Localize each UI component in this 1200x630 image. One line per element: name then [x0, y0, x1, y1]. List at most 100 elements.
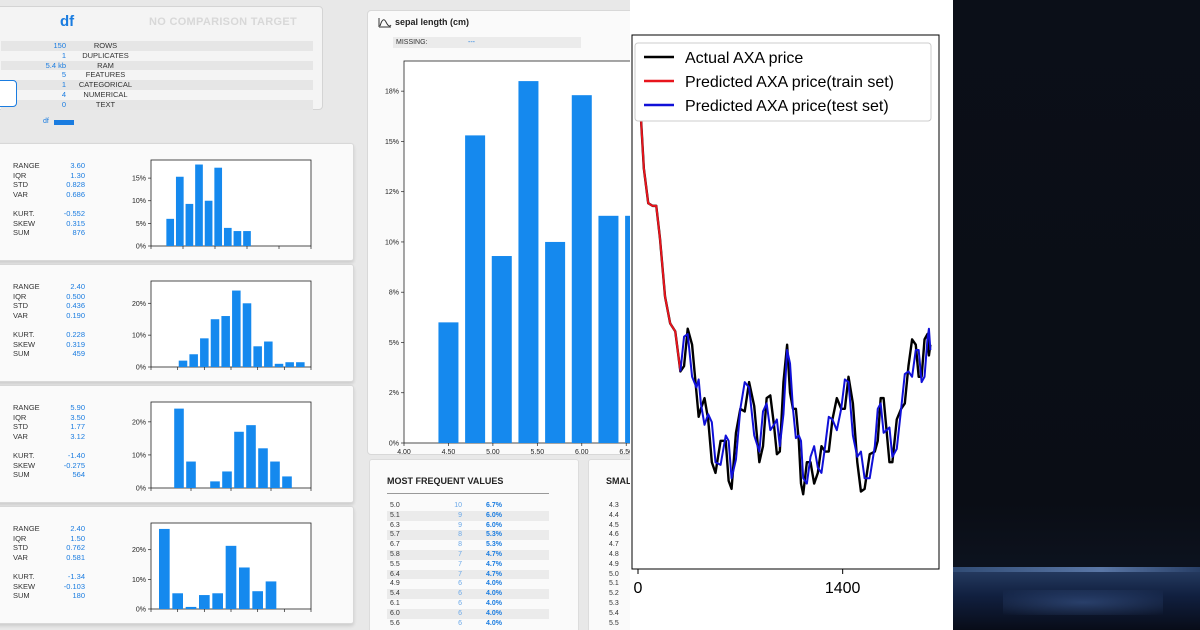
- y-tick-label: 10%: [132, 577, 146, 584]
- y-tick-label: 15%: [132, 176, 146, 183]
- stat-value: 0.228: [66, 329, 85, 339]
- histogram-bar: [274, 363, 284, 367]
- frequent-value-row: 5.4 6 4.0%: [387, 589, 549, 599]
- stat-key: SKEW: [13, 460, 36, 470]
- df-stat-label: TEXT: [95, 99, 116, 109]
- dataframe-toggle-button[interactable]: [0, 80, 17, 107]
- df-stat-value: 0: [61, 99, 66, 109]
- missing-label: MISSING:: [396, 39, 428, 46]
- stat-row: RANGE 5.90: [13, 403, 85, 413]
- histogram-bar: [285, 362, 294, 367]
- histogram-bar: [178, 360, 188, 367]
- stat-key: KURT.: [13, 450, 35, 460]
- feature-card-4[interactable]: RANGE 2.40 IQR 1.50 STD 0.762 VAR 0.581 KURT. -1.…: [0, 506, 354, 624]
- frequent-value-row: 5.6 6 4.0%: [387, 619, 549, 629]
- feature-card-2[interactable]: RANGE 2.40 IQR 0.500 STD 0.436 VAR 0.190 KURT. 0.…: [0, 264, 354, 382]
- count: 8: [458, 531, 462, 539]
- feature-card-1[interactable]: RANGE 3.60 IQR 1.30 STD 0.828 VAR 0.686 KURT. -0.…: [0, 143, 354, 261]
- most-frequent-values-card: MOST FREQUENT VALUES 5.0 10 6.7% 5.1 9 6.0% 6.…: [369, 459, 579, 630]
- count: 6: [458, 580, 462, 588]
- dataframe-stats-table: 150 ROWS 1 DUPLICATES 5.4 kb RAM 5 FEATURES 1 CAT…: [1, 41, 313, 110]
- stat-row: STD 0.762: [13, 543, 85, 553]
- distribution-icon: [378, 18, 392, 28]
- percent: 6.7%: [486, 502, 502, 509]
- y-tick-label: 10%: [132, 333, 146, 340]
- stat-value: 1.50: [70, 533, 85, 543]
- smallest-value: 4.3: [609, 502, 619, 509]
- stat-value: 0.828: [66, 180, 85, 190]
- glow: [1003, 590, 1163, 615]
- stat-value: 1.77: [70, 422, 85, 432]
- stat-value: 1.30: [70, 170, 85, 180]
- dataframe-summary-card: df NO COMPARISON TARGET 150 ROWS 1 DUPLICAT…: [0, 6, 323, 110]
- stat-row: VAR 3.12: [13, 432, 85, 442]
- stat-row: SUM 459: [13, 349, 85, 359]
- stat-key: VAR: [13, 432, 28, 442]
- stat-key: SUM: [13, 228, 30, 238]
- histogram-bar: [204, 200, 213, 246]
- count: 9: [458, 511, 462, 519]
- percent: 4.0%: [486, 599, 502, 607]
- stat-key: IQR: [13, 533, 27, 543]
- stat-row: SUM 876: [13, 228, 85, 238]
- count: 6: [458, 619, 462, 627]
- histogram-bar: [234, 431, 244, 488]
- stat-value: -0.275: [63, 460, 85, 470]
- percent: 6.0%: [486, 521, 502, 529]
- feature-card-3[interactable]: RANGE 5.90 IQR 3.50 STD 1.77 VAR 3.12 KURT. -1.40…: [0, 385, 354, 503]
- smallest-value: 5.3: [609, 599, 619, 607]
- histogram-bar: [159, 528, 170, 609]
- histogram-bar: [166, 218, 175, 246]
- feature-stats: RANGE 2.40 IQR 1.50 STD 0.762 VAR 0.581 KURT. -1.…: [13, 524, 85, 601]
- smallest-value: 4.9: [609, 560, 619, 568]
- value: 6.4: [390, 570, 400, 578]
- df-stat-row: 0 TEXT: [1, 99, 313, 110]
- stat-row: IQR 0.500: [13, 292, 85, 302]
- illuminated-surface: [953, 572, 1200, 630]
- stat-key: RANGE: [13, 524, 40, 533]
- percent: 4.0%: [486, 590, 502, 598]
- stat-value: 180: [72, 591, 85, 601]
- smallest-value: 5.4: [609, 609, 619, 617]
- stat-key: IQR: [13, 170, 27, 180]
- x-tick-label: 5.50: [531, 449, 545, 456]
- stat-key: VAR: [13, 311, 28, 321]
- df-stat-value: 1: [61, 80, 66, 90]
- df-stat-label: NUMERICAL: [83, 89, 128, 99]
- frequent-value-row: 6.1 6 4.0%: [387, 599, 549, 609]
- histogram-bar: [223, 227, 232, 246]
- value: 4.9: [390, 580, 400, 588]
- stat-gap: [13, 321, 85, 330]
- y-tick-label: 10%: [385, 239, 399, 246]
- stat-value: -0.552: [63, 208, 85, 218]
- df-stat-label: CATEGORICAL: [78, 80, 133, 90]
- chart-legend: Actual AXA price Predicted AXA price(trai…: [634, 42, 932, 122]
- stat-row: VAR 0.190: [13, 311, 85, 321]
- x-tick-label: 1400: [825, 580, 861, 597]
- stat-key: STD: [13, 301, 28, 311]
- df-stat-row: 4 NUMERICAL: [1, 90, 313, 100]
- stat-value: 5.90: [70, 403, 85, 412]
- histogram-bar: [222, 471, 232, 488]
- count: 6: [458, 590, 462, 598]
- histogram-bar: [195, 164, 203, 246]
- histogram-bar: [221, 316, 230, 367]
- histogram-bar: [282, 476, 292, 488]
- no-comparison-target-label: NO COMPARISON TARGET: [149, 16, 297, 28]
- frequent-value-row: 5.0 10 6.7%: [387, 501, 549, 511]
- y-tick-label: 12%: [385, 189, 399, 196]
- percent: 4.7%: [486, 570, 502, 578]
- y-tick-label: 18%: [385, 89, 399, 96]
- df-stat-value: 150: [53, 41, 66, 50]
- stat-key: SUM: [13, 349, 30, 359]
- y-tick-label: 5%: [389, 340, 399, 347]
- y-tick-label: 8%: [389, 290, 399, 297]
- axa-price-chart-panel: 0 1400 Actual AXA price Predicted AXA price…: [630, 0, 953, 630]
- df-stat-row: 5 FEATURES: [1, 70, 313, 80]
- y-tick-label: 2%: [389, 390, 399, 397]
- stat-value: 0.500: [66, 291, 85, 301]
- smallest-values-card: SMALLEST VALUES 4.3 4.4 4.5 4.6 4.74.8 4.9 5.0…: [588, 459, 630, 630]
- df-stat-label: RAM: [97, 60, 114, 70]
- df-stat-row: 150 ROWS: [1, 41, 313, 51]
- feature-stats: RANGE 5.90 IQR 3.50 STD 1.77 VAR 3.12 KURT. -1.40…: [13, 403, 85, 480]
